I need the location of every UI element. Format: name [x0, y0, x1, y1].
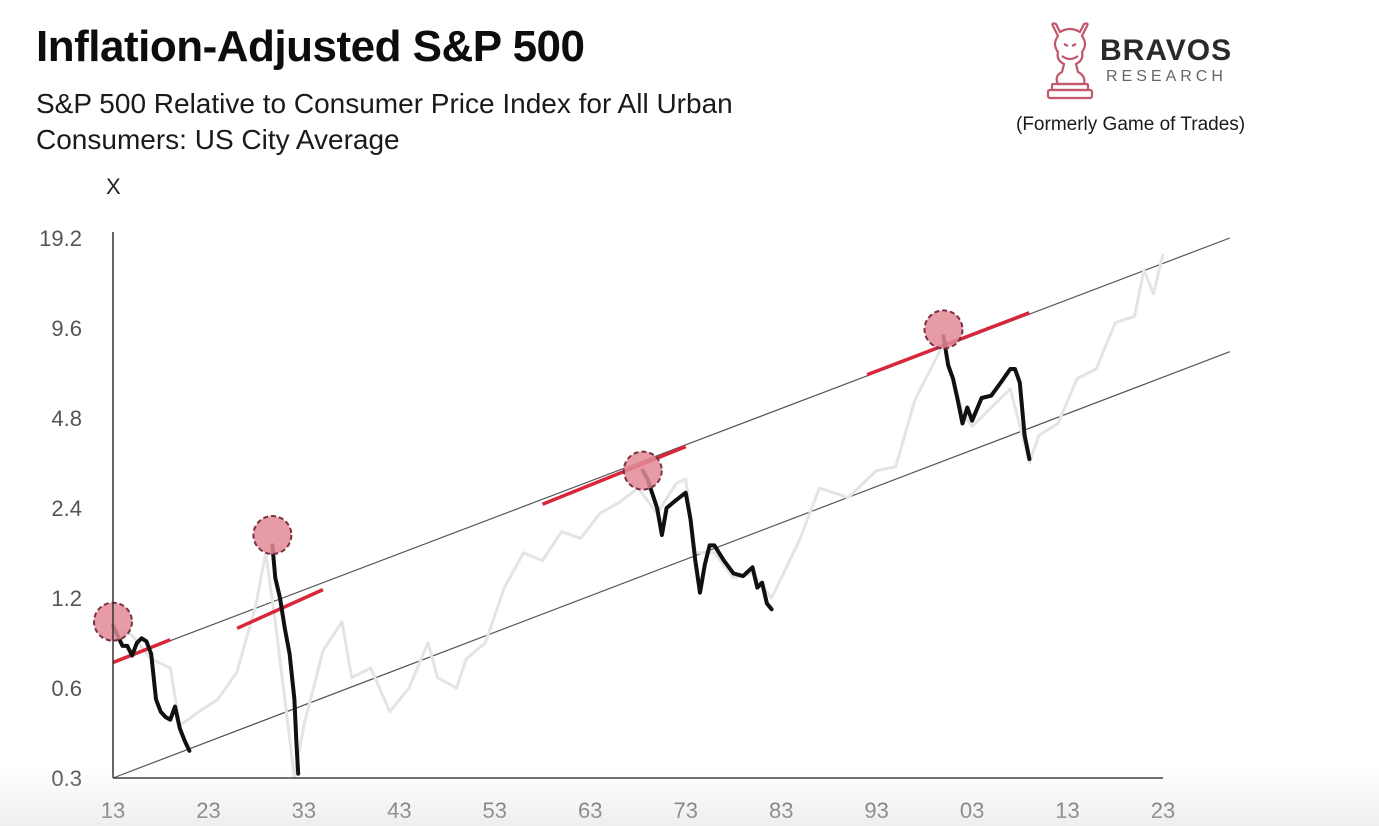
drawdown-series-line-2 [270, 543, 301, 776]
x-tick-labels: 13 23 33 43 53 63 73 83 93 03 13 23 [101, 798, 1175, 823]
channel-lower-line [112, 351, 1231, 779]
y-axis-label: X [106, 174, 121, 199]
x-tick-label: 23 [196, 798, 220, 823]
y-tick-labels: 0.3 0.6 1.2 2.4 4.8 9.6 19.2 [39, 226, 82, 791]
bull-chess-knight-icon [1046, 22, 1094, 100]
x-tick-label: 83 [769, 798, 793, 823]
x-tick-label: 03 [960, 798, 984, 823]
brand-logo: BRAVOS RESEARCH [1040, 18, 1300, 108]
peak-marker-4 [923, 309, 964, 350]
x-tick-label: 43 [387, 798, 411, 823]
y-tick-label: 1.2 [51, 586, 82, 611]
channel-upper-line [112, 237, 1231, 664]
drawdown-series-line-4 [941, 334, 1032, 461]
y-tick-label: 2.4 [51, 496, 82, 521]
y-tick-label: 0.6 [51, 676, 82, 701]
x-tick-label: 73 [673, 798, 697, 823]
x-tick-label: 93 [864, 798, 888, 823]
history-series-line [112, 253, 1165, 780]
brand-name: BRAVOS [1100, 34, 1233, 67]
y-tick-label: 0.3 [51, 766, 82, 791]
axes [112, 232, 1163, 779]
x-tick-label: 13 [1055, 798, 1079, 823]
peak-marker-3 [622, 450, 663, 491]
y-tick-label: 19.2 [39, 226, 82, 251]
y-tick-label: 9.6 [51, 316, 82, 341]
resistance-segment-1 [112, 638, 171, 665]
drawdown-series-line-1 [111, 623, 192, 753]
x-tick-label: 13 [101, 798, 125, 823]
chart-title: Inflation-Adjusted S&P 500 [36, 22, 585, 71]
brand-tagline: RESEARCH [1106, 68, 1227, 85]
x-tick-label: 33 [292, 798, 316, 823]
chart-subtitle: S&P 500 Relative to Consumer Price Index… [36, 88, 733, 155]
resistance-segment-3 [541, 444, 687, 506]
y-tick-label: 4.8 [51, 406, 82, 431]
x-tick-label: 23 [1151, 798, 1175, 823]
drawdown-series-line-3 [640, 468, 774, 612]
history-series [112, 253, 1165, 780]
highlight-series [111, 334, 1032, 776]
peak-markers [93, 309, 964, 642]
brand-formerly-note: (Formerly Game of Trades) [1016, 114, 1246, 135]
channel-lines [112, 237, 1231, 779]
x-tick-label: 53 [483, 798, 507, 823]
x-tick-label: 63 [578, 798, 602, 823]
peak-marker-2 [252, 515, 293, 555]
